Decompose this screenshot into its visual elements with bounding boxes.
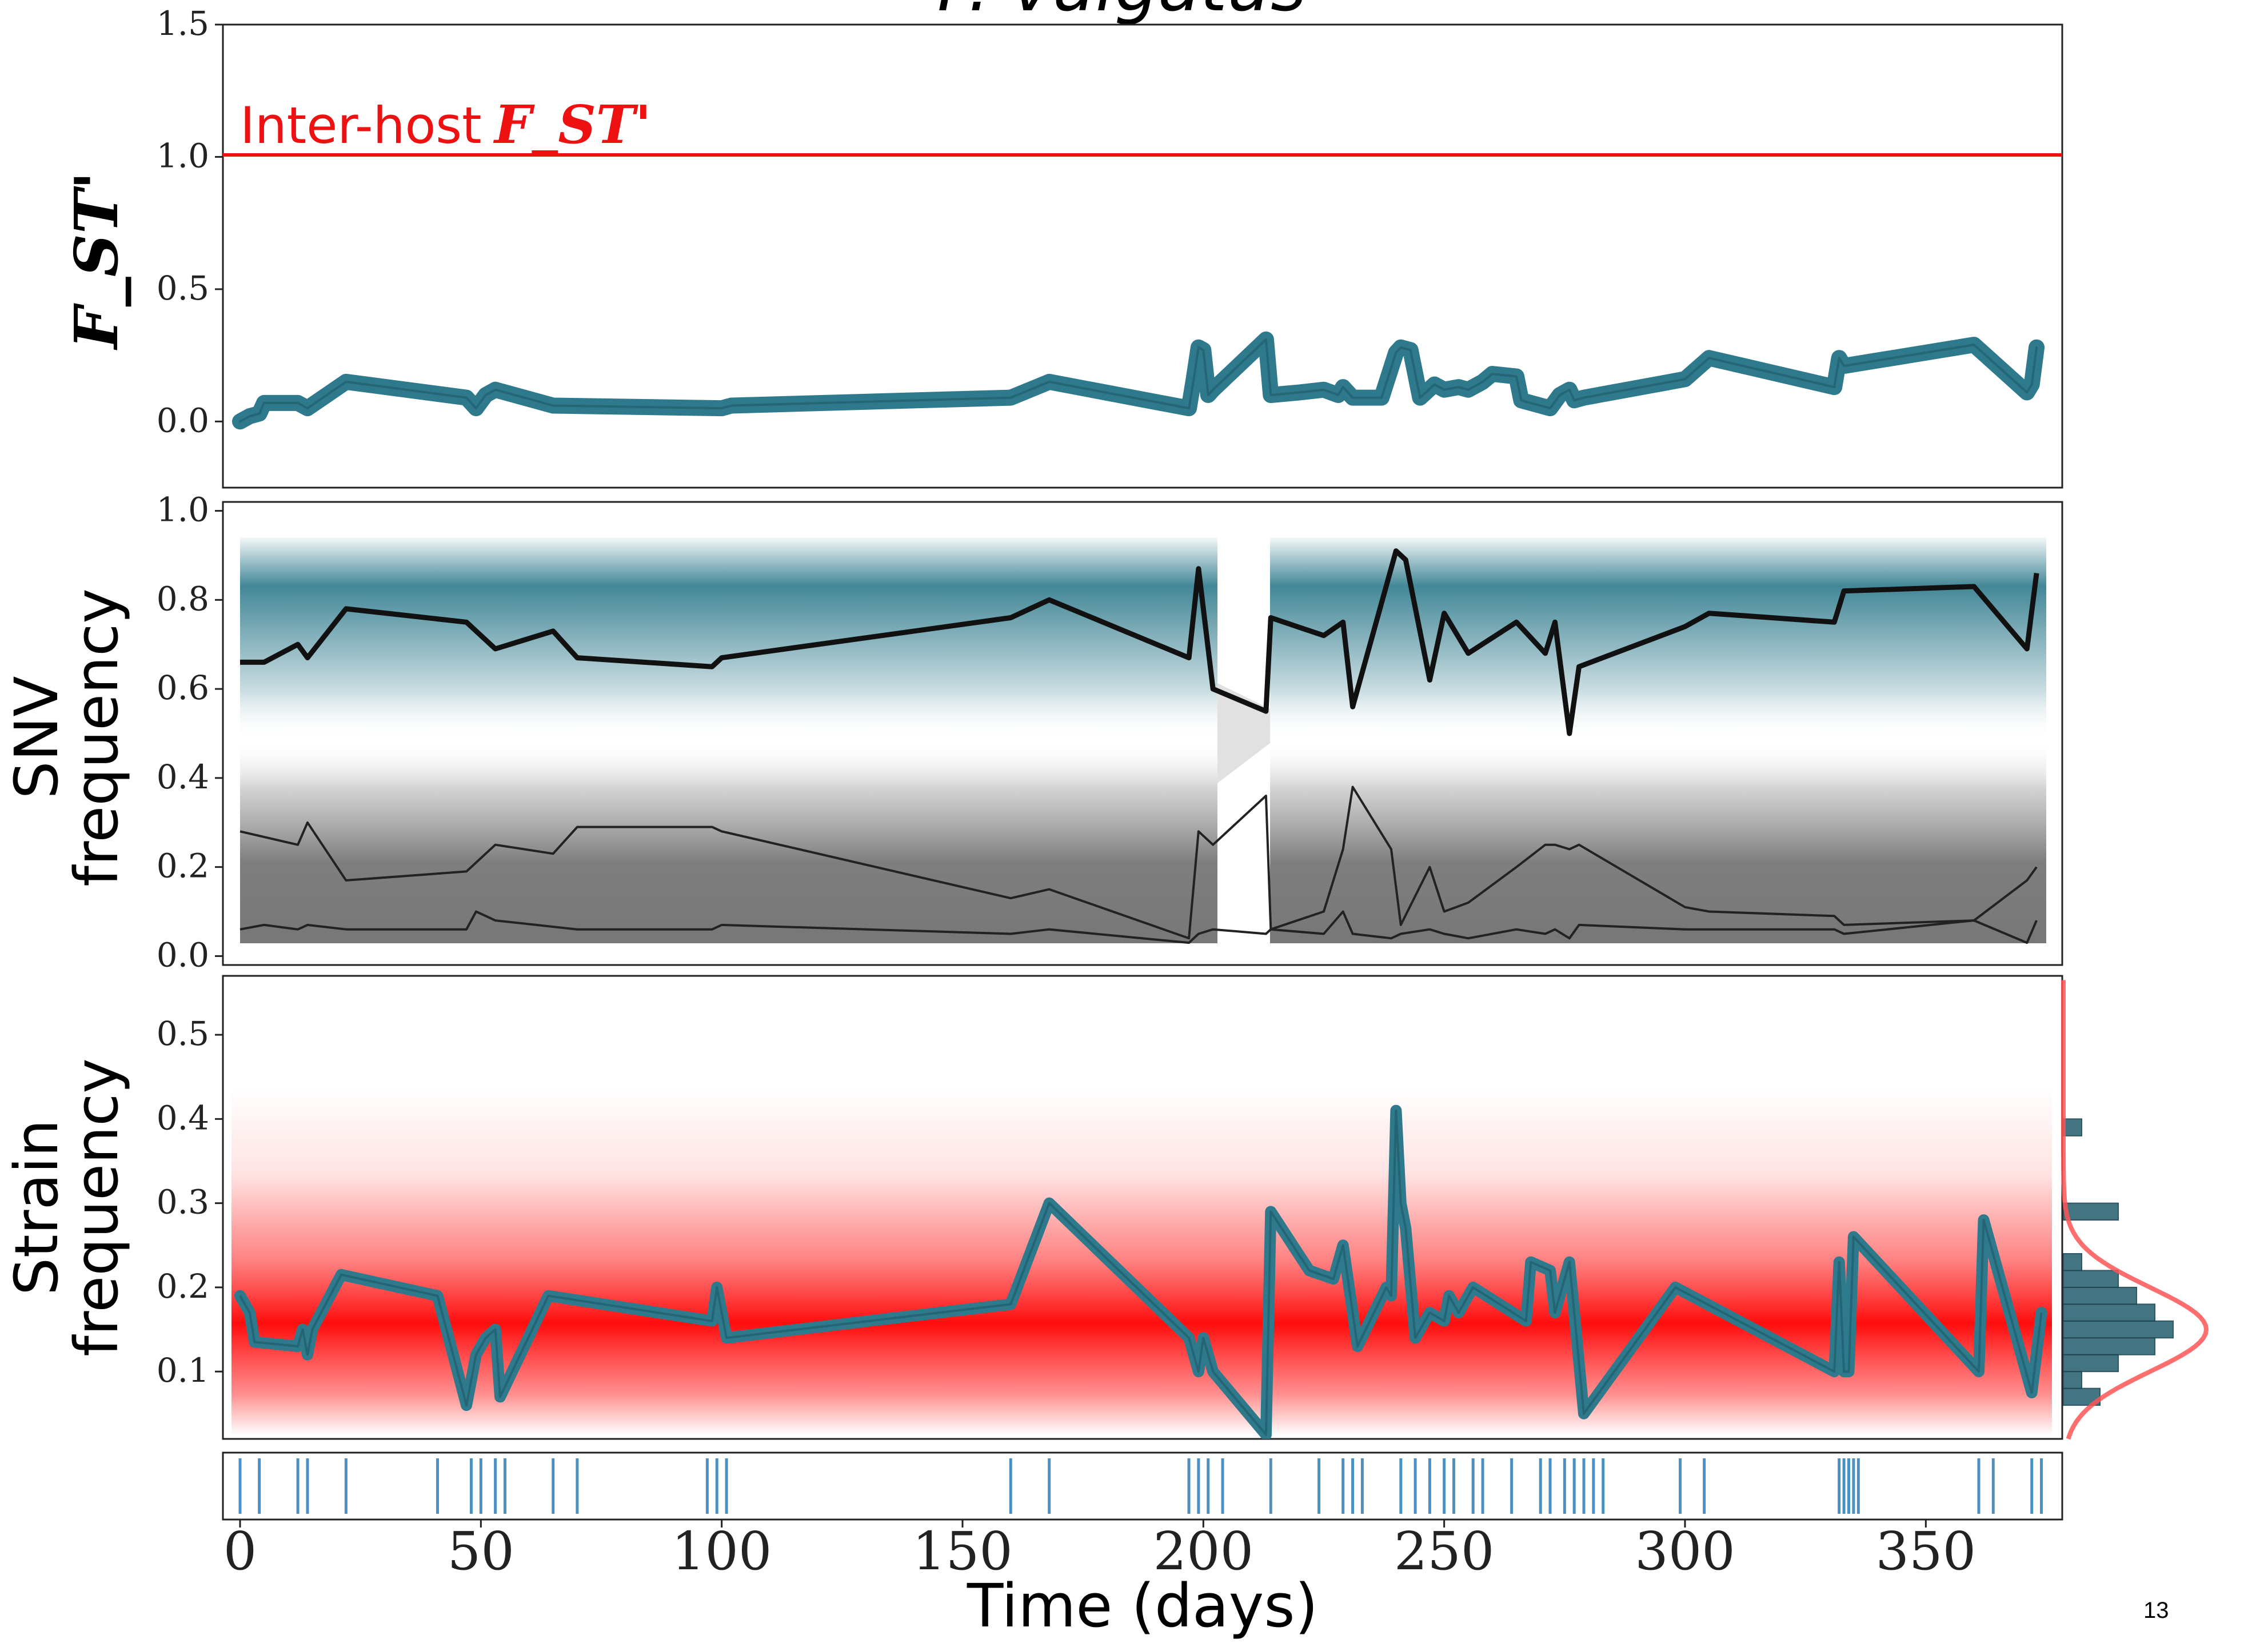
panel-sampling: 0 50 100 150 200 250 300 350 — [222, 1451, 2063, 1582]
snv-band-1 — [240, 537, 1217, 943]
x-axis-label: Time (days) — [967, 1571, 1318, 1641]
ytick-label: 0.8 — [157, 579, 209, 618]
histogram-bar — [2063, 1371, 2082, 1389]
fst-series-edge — [239, 338, 2038, 423]
x-axis-ticks: 0 50 100 150 200 250 300 350 — [223, 1520, 1976, 1582]
snv-band-2 — [1270, 537, 2046, 943]
strain-series-edge — [239, 1109, 2043, 1436]
ytick-label: 0.5 — [157, 1014, 209, 1053]
panel-fst-yticks: 0.0 0.5 1.0 1.5 — [157, 4, 223, 440]
ytick-label: 0.6 — [157, 668, 209, 707]
ytick-label: 0.2 — [157, 847, 209, 886]
xtick-label: 200 — [1153, 1521, 1254, 1582]
fst-ylabel: F_ST' — [61, 172, 131, 350]
histogram-bar — [2063, 1303, 2155, 1322]
ytick-label: 1.5 — [157, 4, 209, 43]
snv-middle-line — [239, 785, 2038, 940]
xtick-label: 50 — [448, 1521, 514, 1582]
strain-band — [231, 1086, 2052, 1435]
strain-ylabel-line1: Strain — [2, 1119, 71, 1295]
histogram-bar — [2063, 1118, 2082, 1136]
panel-strain-frame — [222, 975, 2063, 1440]
histogram-bar — [2063, 1286, 2137, 1305]
panel-snv-frame — [222, 501, 2063, 966]
snv-median-line — [240, 548, 2039, 736]
ytick-label: 0.0 — [157, 935, 209, 974]
histogram-bar — [2063, 1354, 2119, 1373]
panel-snv-yticks: 0.0 0.2 0.4 0.6 0.8 1.0 — [157, 490, 223, 974]
histogram-bar — [2063, 1253, 2082, 1271]
ytick-label: 0.4 — [157, 757, 209, 796]
snv-gap-trace — [1217, 683, 1270, 783]
panel-strain: 0.1 0.2 0.3 0.4 0.5 Strain frequency — [2, 975, 2209, 1440]
histogram-bar — [2063, 1270, 2119, 1288]
xtick-label: 0 — [223, 1521, 257, 1582]
panel-fst: 0.0 0.5 1.0 1.5 Inter-host F_ST' F_ST' — [61, 4, 2063, 489]
ytick-label: 0.2 — [157, 1267, 209, 1306]
sampling-rug — [238, 1458, 2043, 1514]
histogram-bar — [2063, 1337, 2155, 1355]
snv-bands — [240, 537, 2046, 943]
snv-ylabel-line1: SNV — [2, 676, 71, 799]
panel-sampling-frame — [222, 1451, 2063, 1521]
strain-ylabel-line2: frequency — [62, 1058, 131, 1357]
ytick-label: 0.1 — [157, 1351, 209, 1390]
ytick-label: 1.0 — [157, 136, 209, 175]
ytick-label: 1.0 — [157, 490, 209, 529]
fst-series-line — [232, 331, 2045, 430]
ytick-label: 0.3 — [157, 1183, 209, 1222]
snv-ylabel-line2: frequency — [62, 588, 131, 887]
page-number: 13 — [2143, 1598, 2169, 1623]
inter-host-annotation: Inter-host — [240, 96, 482, 155]
strain-band-fill — [231, 1086, 2052, 1435]
ytick-label: 0.5 — [157, 269, 209, 308]
inter-host-fst-symbol: F_ST' — [493, 94, 651, 155]
xtick-label: 100 — [672, 1521, 772, 1582]
ytick-label: 0.0 — [157, 401, 209, 440]
figure-title: F. vulgatus — [937, 0, 1307, 27]
panel-snv: 0.0 0.2 0.4 0.6 0.8 1.0 SNV frequency — [2, 490, 2063, 974]
xtick-label: 250 — [1394, 1521, 1495, 1582]
histogram-bar — [2063, 1320, 2174, 1339]
panel-strain-yticks: 0.1 0.2 0.3 0.4 0.5 — [157, 1014, 223, 1390]
histogram-bar — [2063, 1202, 2119, 1221]
snv-low-line — [239, 910, 2038, 944]
strain-marginal-histogram — [2063, 1118, 2174, 1406]
xtick-label: 350 — [1876, 1521, 1976, 1582]
xtick-label: 300 — [1635, 1521, 1735, 1582]
strain-kde-curve — [2061, 980, 2209, 1440]
panel-fst-frame — [222, 23, 2063, 489]
ytick-label: 0.4 — [157, 1098, 209, 1137]
xtick-label: 150 — [912, 1521, 1013, 1582]
